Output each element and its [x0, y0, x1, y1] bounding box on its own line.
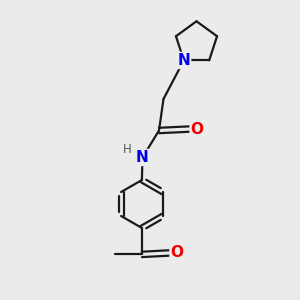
Text: O: O	[190, 122, 204, 136]
Text: O: O	[170, 245, 184, 260]
Text: N: N	[177, 53, 190, 68]
Text: H: H	[122, 142, 131, 156]
Text: N: N	[136, 150, 149, 165]
